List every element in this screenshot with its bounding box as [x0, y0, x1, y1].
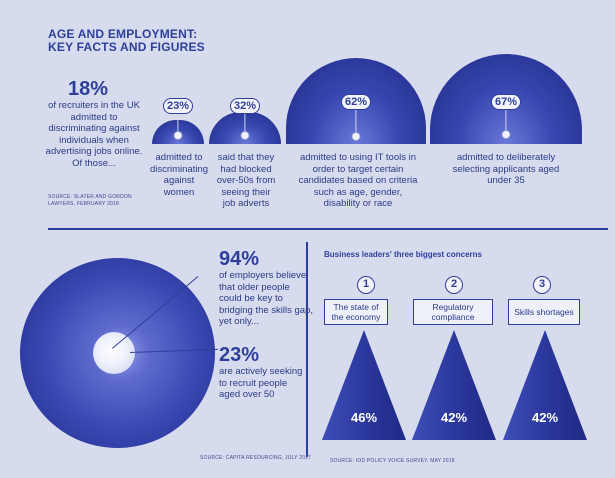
concern-box-1: The state of the economy — [324, 299, 388, 325]
dome-dot — [501, 130, 511, 139]
triangle-shape — [412, 330, 496, 440]
employers-source: SOURCE: CAPITA RESOURCING, JULY 2017 — [200, 455, 312, 461]
dome-connector — [505, 106, 507, 132]
triangle-shape — [503, 330, 587, 440]
caption-67: admitted to deliberately selecting appli… — [452, 152, 560, 186]
concern-pct-1: 46% — [350, 410, 378, 425]
dome-label-32: 32% — [229, 98, 261, 114]
dome-connector — [177, 102, 179, 134]
dome-connector — [244, 102, 246, 134]
dome-32: 32% — [209, 98, 281, 144]
employers-stat-94: 94% — [219, 248, 260, 270]
concern-triangle-1: 46% — [322, 330, 406, 440]
section-divider — [48, 228, 608, 230]
title-line-1: AGE AND EMPLOYMENT: — [48, 27, 198, 41]
concern-box-2: Regulatory compliance — [413, 299, 493, 325]
column-divider — [306, 242, 308, 457]
caption-62: admitted to using IT tools in order to t… — [298, 152, 418, 209]
dome-dot — [351, 132, 361, 141]
concern-number-3: 3 — [533, 276, 551, 294]
sphere-core — [93, 332, 135, 374]
dome-62: 62% — [286, 56, 426, 144]
dome-23: 23% — [152, 98, 204, 144]
concern-pct-2: 42% — [440, 410, 468, 425]
employers-text-23: are actively seeking to recruit people a… — [219, 366, 303, 400]
concern-triangle-2: 42% — [412, 330, 496, 440]
title-line-2: KEY FACTS AND FIGURES — [48, 40, 205, 54]
concern-box-3: Skills shortages — [508, 299, 580, 325]
concern-number-1: 1 — [357, 276, 375, 294]
employers-text-94: of employers believe that older people c… — [219, 270, 313, 327]
recruiters-stat: 18% — [68, 78, 109, 100]
concerns-source: SOURCE: IOD POLICY VOICE SURVEY, MAY 201… — [330, 458, 455, 464]
recruiters-source: SOURCE: SLATER AND GORDON LAWYERS, FEBRU… — [48, 194, 132, 207]
page-title: AGE AND EMPLOYMENT: KEY FACTS AND FIGURE… — [48, 28, 288, 54]
dome-67: 67% — [430, 52, 582, 144]
triangle-shape — [322, 330, 406, 440]
dome-dot — [240, 131, 250, 140]
concern-triangle-3: 42% — [503, 330, 587, 440]
dome-label-62: 62% — [340, 94, 372, 110]
dome-label-67: 67% — [490, 94, 522, 110]
recruiters-description: of recruiters in the UK admitted to disc… — [45, 100, 143, 169]
caption-23: admitted to discriminating against women — [149, 152, 209, 198]
concerns-title: Business leaders' three biggest concerns — [324, 250, 482, 259]
dome-connector — [355, 106, 357, 134]
concern-pct-3: 42% — [531, 410, 559, 425]
concern-number-2: 2 — [445, 276, 463, 294]
dome-label-23: 23% — [162, 98, 194, 114]
caption-32: said that they had blocked over-50s from… — [216, 152, 276, 209]
employers-stat-23: 23% — [219, 344, 260, 366]
dome-dot — [173, 131, 183, 140]
